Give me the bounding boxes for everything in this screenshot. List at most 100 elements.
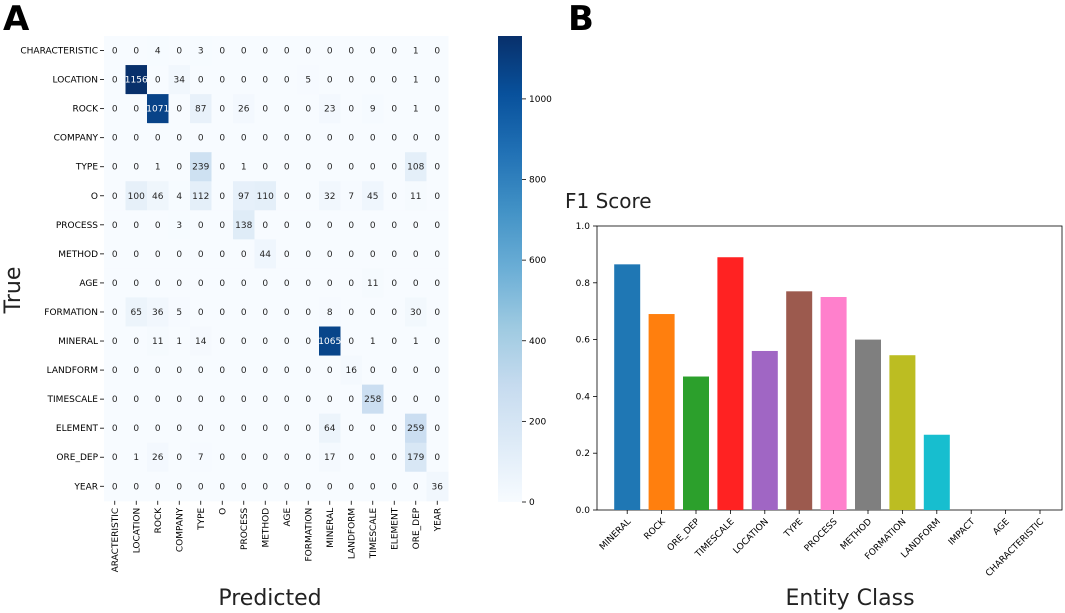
heatmap-cell: [276, 413, 298, 444]
heatmap-cell-label: 0: [241, 279, 247, 289]
heatmap-cell-label: 36: [152, 308, 164, 318]
heatmap-cell-label: 0: [327, 221, 333, 231]
heatmap-cell-label: 0: [327, 250, 333, 260]
heatmap-cell: [319, 384, 341, 415]
heatmap-cell-label: 0: [391, 453, 397, 463]
bar-chart-title: F1 Score: [565, 189, 652, 213]
heatmap-cell-label: 0: [262, 76, 268, 86]
bar-x-tick-label: AGE: [991, 517, 1011, 537]
bar-y-tick-label: 0.2: [576, 449, 590, 459]
heatmap-cell-label: 0: [284, 221, 290, 231]
heatmap-cell: [276, 94, 298, 124]
heatmap-cell-label: 0: [284, 395, 290, 405]
heatmap-cell: [233, 65, 255, 95]
heatmap-cell: [405, 384, 427, 415]
colorbar-tick-label: 600: [529, 256, 546, 266]
heatmap-cell: [426, 326, 449, 357]
colorbar-gradient: [498, 36, 522, 502]
heatmap-cell-label: 0: [305, 105, 311, 115]
heatmap-cell-label: 0: [370, 482, 376, 492]
heatmap-cell: [297, 413, 320, 444]
heatmap-cell-label: 0: [219, 221, 225, 231]
heatmap-cell-label: 0: [284, 453, 290, 463]
heatmap-cell-label: 3: [198, 47, 204, 57]
heatmap-cell: [383, 413, 406, 444]
heatmap-cell: [297, 384, 320, 415]
heatmap-cell: [276, 239, 298, 269]
heatmap-cell-label: 0: [133, 366, 139, 376]
heatmap-cell-label: 11: [152, 337, 163, 347]
heatmap-cell: [362, 65, 384, 95]
heatmap-cell: [125, 210, 148, 240]
heatmap-cell-label: 0: [155, 424, 161, 434]
heatmap-cell-label: 0: [305, 482, 311, 492]
heatmap-cell: [319, 355, 341, 386]
heatmap-cell: [147, 297, 169, 327]
heatmap-cell: [405, 326, 427, 357]
heatmap-cell-label: 0: [348, 250, 354, 260]
heatmap-cell-label: 0: [219, 424, 225, 434]
heatmap-cell-label: 14: [195, 337, 207, 347]
heatmap-cell-label: 0: [112, 47, 118, 57]
heatmap-cell-label: 0: [413, 221, 419, 231]
heatmap-cell-label: 0: [112, 192, 118, 202]
heatmap-cell: [147, 94, 169, 124]
heatmap-cell: [319, 94, 341, 124]
heatmap-cell-label: 0: [133, 221, 139, 231]
heatmap-cell: [190, 413, 212, 444]
heatmap-cell: [147, 413, 169, 444]
heatmap-cell: [104, 36, 126, 66]
heatmap-cell-label: 32: [324, 192, 335, 202]
heatmap-cell-label: 0: [413, 366, 419, 376]
heatmap-cell-label: 11: [410, 192, 421, 202]
heatmap-cell-label: 1: [413, 76, 419, 86]
heatmap-cell-label: 44: [260, 250, 272, 260]
heatmap-cell: [383, 123, 406, 153]
heatmap-cell-label: 36: [432, 482, 444, 492]
heatmap-cell-label: 0: [434, 366, 440, 376]
heatmap-cell: [340, 355, 363, 386]
heatmap-cell-label: 0: [133, 163, 139, 173]
heatmap-cell-label: 0: [391, 134, 397, 144]
heatmap-cell: [168, 268, 191, 298]
heatmap-cell: [362, 210, 384, 240]
heatmap-cell: [104, 65, 126, 95]
heatmap-cell: [319, 181, 341, 211]
heatmap-cell: [190, 36, 212, 66]
heatmap-cell-label: 0: [241, 424, 247, 434]
heatmap-cell-label: 0: [327, 366, 333, 376]
heatmap-col-label: O: [218, 508, 228, 515]
heatmap-cell-label: 1: [413, 47, 419, 57]
heatmap-cell: [405, 181, 427, 211]
heatmap-col-label: TYPE: [197, 507, 207, 530]
heatmap-cell: [426, 268, 449, 298]
heatmap-cell: [340, 297, 363, 327]
heatmap-cell: [276, 65, 298, 95]
heatmap-cell: [426, 413, 449, 444]
heatmap-cell: [297, 152, 320, 182]
heatmap-cell-label: 100: [128, 192, 145, 202]
heatmap-col-label: ORE_DEP: [412, 507, 422, 549]
bar: [717, 257, 744, 510]
heatmap-cell-label: 0: [155, 279, 161, 289]
heatmap-cell: [340, 239, 363, 269]
bar: [648, 314, 675, 510]
heatmap-cell-label: 1: [413, 337, 419, 347]
heatmap-cell-label: 0: [391, 366, 397, 376]
heatmap-cell-label: 179: [407, 453, 424, 463]
heatmap-cell-label: 0: [112, 424, 118, 434]
heatmap-cell: [233, 297, 255, 327]
heatmap-cell-label: 0: [198, 76, 204, 86]
heatmap-cell: [125, 384, 148, 415]
heatmap-cell-label: 0: [198, 424, 204, 434]
heatmap-row-label: AGE: [79, 279, 98, 289]
heatmap-cell: [383, 94, 406, 124]
heatmap-cell-label: 0: [434, 279, 440, 289]
heatmap-cell-label: 30: [410, 308, 422, 318]
heatmap-cell: [426, 442, 449, 473]
heatmap-cell-label: 0: [370, 76, 376, 86]
heatmap-row-label: MINERAL: [58, 337, 98, 347]
heatmap-cell: [405, 36, 427, 66]
